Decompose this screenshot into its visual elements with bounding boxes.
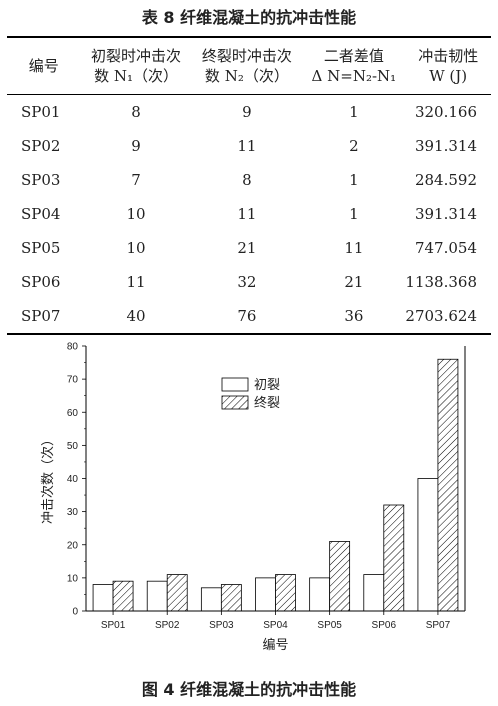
x-tick-label: SP03 xyxy=(209,620,234,631)
cell-w: 1138.368 xyxy=(405,273,477,291)
bar-final-crack xyxy=(220,584,242,612)
cell-n2: 9 xyxy=(242,103,252,121)
cell-id: SP05 xyxy=(21,239,61,257)
header-w: 冲击韧性 W (J) xyxy=(418,47,479,85)
cell-n1: 9 xyxy=(131,137,141,155)
cell-n2: 8 xyxy=(242,171,252,189)
x-tick-label: SP05 xyxy=(317,620,342,631)
bar-initial-crack xyxy=(417,478,439,612)
y-tick-label: 70 xyxy=(67,375,79,386)
bar-final-crack xyxy=(383,504,405,612)
x-tick-label: SP02 xyxy=(155,620,180,631)
cell-n2: 76 xyxy=(237,307,257,325)
cell-n1: 11 xyxy=(126,273,146,291)
y-tick-label: 10 xyxy=(67,573,79,584)
table-row: SP02 9 11 2 391.314 xyxy=(7,129,491,163)
y-tick-label: 50 xyxy=(67,441,79,452)
legend-swatch-final xyxy=(221,395,249,410)
cell-w: 747.054 xyxy=(414,239,477,257)
cell-n1: 8 xyxy=(131,103,141,121)
cell-n2: 32 xyxy=(237,273,257,291)
legend-label: 终裂 xyxy=(254,395,280,411)
bar-final-crack xyxy=(437,358,459,612)
cell-id: SP07 xyxy=(21,307,61,325)
legend-swatch-initial xyxy=(221,377,249,392)
cell-n2: 11 xyxy=(237,205,257,223)
cell-n1: 40 xyxy=(126,307,146,325)
figure-title: 图 4 纤维混凝土的抗冲击性能 xyxy=(141,680,357,699)
table-row: SP06 11 32 21 1138.368 xyxy=(7,265,491,299)
bar-final-crack xyxy=(166,574,188,612)
table-row: SP01 8 9 1 320.166 xyxy=(7,95,491,130)
cell-diff: 2 xyxy=(349,137,359,155)
bar-final-crack xyxy=(329,541,351,612)
header-diff: 二者差值 Δ N=N₂-N₁ xyxy=(311,47,397,85)
header-n2: 终裂时冲击次数 N₂（次） xyxy=(201,47,292,85)
cell-id: SP01 xyxy=(21,103,61,121)
cell-w: 2703.624 xyxy=(405,307,477,325)
x-tick-label: SP01 xyxy=(101,620,126,631)
cell-w: 391.314 xyxy=(414,205,477,223)
cell-diff: 36 xyxy=(344,307,364,325)
y-tick-label: 20 xyxy=(67,540,79,551)
x-tick-label: SP07 xyxy=(426,620,451,631)
y-tick-label: 40 xyxy=(67,474,79,485)
x-tick-label: SP04 xyxy=(263,620,288,631)
axes-group: SP01 SP02 SP03 SP04 SP05 SP06 SP07 0 10 20 30 40 50 6… xyxy=(40,342,466,653)
legend-label: 初裂 xyxy=(254,378,280,393)
y-tick-label: 60 xyxy=(67,408,79,419)
cell-diff: 21 xyxy=(344,273,364,291)
x-tick-label: SP06 xyxy=(372,620,397,631)
cell-n1: 10 xyxy=(126,205,146,223)
header-n1: 初裂时冲击次数 N₁（次） xyxy=(91,47,182,85)
y-tick-label: 30 xyxy=(67,507,79,518)
table-row: SP04 10 11 1 391.314 xyxy=(7,197,491,231)
bar-initial-crack xyxy=(200,587,222,612)
bar-initial-crack xyxy=(363,574,385,612)
cell-diff: 1 xyxy=(349,205,359,223)
cell-diff: 1 xyxy=(349,171,359,189)
bar-initial-crack xyxy=(309,577,331,612)
cell-w: 391.314 xyxy=(414,137,477,155)
cell-id: SP02 xyxy=(21,137,61,155)
cell-n2: 21 xyxy=(237,239,257,257)
bar-initial-crack xyxy=(92,584,114,612)
cell-diff: 11 xyxy=(344,239,364,257)
cell-id: SP06 xyxy=(21,273,61,291)
cell-diff: 1 xyxy=(349,103,359,121)
y-axis-label: 冲击次数（次） xyxy=(40,433,56,524)
table-row: SP07 40 76 36 2703.624 xyxy=(7,299,491,334)
table-row: SP05 10 21 11 747.054 xyxy=(7,231,491,265)
bar-final-crack xyxy=(112,580,134,612)
cell-n2: 11 xyxy=(237,137,257,155)
bar-initial-crack xyxy=(146,580,168,612)
y-tick-label: 0 xyxy=(72,607,78,618)
cell-id: SP04 xyxy=(21,205,61,223)
y-tick-label: 80 xyxy=(67,342,79,353)
cell-w: 320.166 xyxy=(414,103,477,121)
table-title: 表 8 纤维混凝土的抗冲击性能 xyxy=(141,8,357,27)
cell-n1: 10 xyxy=(126,239,146,257)
cell-id: SP03 xyxy=(21,171,61,189)
cell-w: 284.592 xyxy=(414,171,477,189)
table-row: SP03 7 8 1 284.592 xyxy=(7,163,491,197)
impact-table: 编号 初裂时冲击次数 N₁（次） 终裂时冲击次数 N₂（次） 二者差值 Δ N=N… xyxy=(7,36,491,335)
impact-bar-chart: SP01 SP02 SP03 SP04 SP05 SP06 SP07 0 10 20 30 40 50 6… xyxy=(40,342,466,653)
x-axis-label: 编号 xyxy=(262,638,288,653)
bar-initial-crack xyxy=(255,577,276,612)
header-id: 编号 xyxy=(28,57,59,75)
cell-n1: 7 xyxy=(131,171,141,189)
table-header-row: 编号 初裂时冲击次数 N₁（次） 终裂时冲击次数 N₂（次） 二者差值 Δ N=N… xyxy=(7,37,491,95)
bar-final-crack xyxy=(275,574,296,612)
